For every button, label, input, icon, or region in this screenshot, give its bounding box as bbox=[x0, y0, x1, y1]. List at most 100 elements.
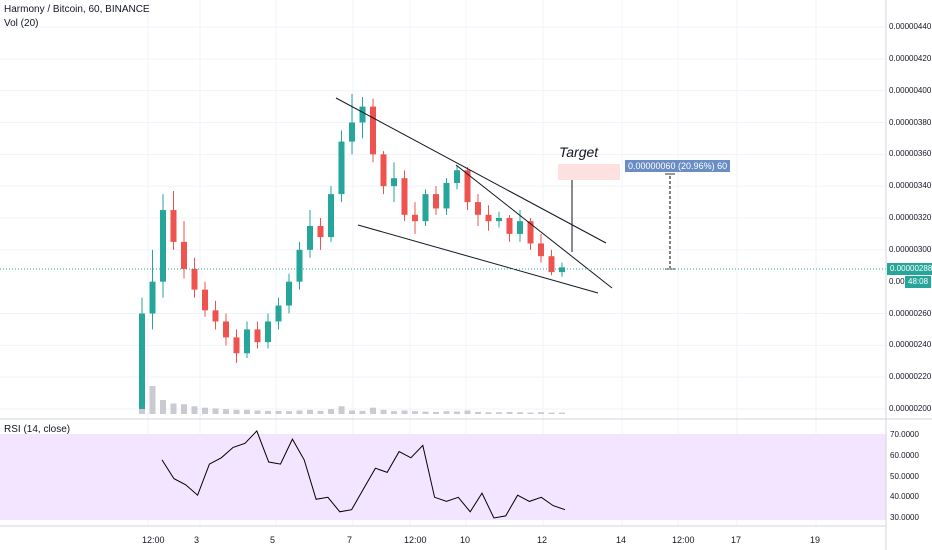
volume-bar-40 bbox=[559, 412, 565, 414]
volume-bar-16 bbox=[307, 409, 313, 414]
volume-bar-24 bbox=[391, 411, 397, 414]
time-tick-label: 12:00 bbox=[404, 535, 427, 545]
candle-body-25 bbox=[401, 178, 408, 215]
candle-body-35 bbox=[506, 218, 513, 234]
rsi-indicator-label: RSI (14, close) bbox=[4, 424, 71, 435]
volume-bar-33 bbox=[485, 412, 492, 414]
price-tick-label: 0.00000360 bbox=[889, 149, 932, 159]
upper-trendline[interactable] bbox=[335, 97, 607, 244]
price-tick-label: 0.00000340 bbox=[889, 181, 932, 191]
time-tick-label: 17 bbox=[731, 535, 742, 545]
volume-bar-2 bbox=[160, 400, 166, 414]
volume-bar-5 bbox=[191, 406, 198, 414]
time-tick-label: 10 bbox=[460, 535, 471, 545]
candle-body-0 bbox=[139, 313, 145, 409]
candle-body-19 bbox=[338, 141, 345, 195]
volume-bar-6 bbox=[202, 407, 208, 414]
volume-bar-25 bbox=[401, 410, 408, 414]
candle-body-28 bbox=[433, 194, 439, 209]
volume-bar-34 bbox=[496, 412, 502, 414]
candle-body-3 bbox=[170, 210, 177, 242]
time-tick-label: 7 bbox=[347, 535, 353, 545]
volume-bar-20 bbox=[349, 410, 355, 414]
candle-body-24 bbox=[391, 178, 397, 187]
volume-bar-22 bbox=[370, 407, 376, 414]
candle-body-14 bbox=[286, 281, 292, 306]
price-tick-label: 0.00000240 bbox=[889, 340, 932, 350]
candle-body-38 bbox=[538, 243, 544, 257]
candle-body-33 bbox=[485, 214, 492, 222]
candle-body-20 bbox=[349, 122, 355, 142]
volume-bars bbox=[139, 386, 565, 414]
candle-body-2 bbox=[160, 210, 166, 282]
candle-body-29 bbox=[443, 182, 450, 209]
candle-body-7 bbox=[212, 310, 219, 322]
candle-body-22 bbox=[370, 106, 376, 155]
volume-bar-18 bbox=[328, 409, 334, 414]
volume-bar-36 bbox=[517, 412, 523, 414]
candle-body-31 bbox=[464, 170, 471, 203]
target-box[interactable] bbox=[558, 164, 620, 180]
volume-bar-0 bbox=[139, 407, 145, 414]
volume-bar-39 bbox=[548, 412, 555, 414]
volume-bar-3 bbox=[170, 403, 177, 414]
rsi-tick-label: 50.0000 bbox=[890, 471, 919, 481]
volume-bar-19 bbox=[338, 406, 345, 414]
candle-body-4 bbox=[181, 241, 187, 269]
volume-bar-12 bbox=[265, 410, 271, 414]
rsi-tick-label: 30.0000 bbox=[890, 513, 919, 522]
candle-body-36 bbox=[517, 221, 523, 234]
rsi-band bbox=[0, 434, 886, 520]
price-tick-label: 0.00000380 bbox=[889, 117, 932, 127]
inner-trendline[interactable] bbox=[455, 164, 613, 289]
volume-bar-21 bbox=[359, 410, 366, 414]
candle-body-12 bbox=[265, 321, 271, 343]
price-tick-label: 0.00000420 bbox=[889, 53, 932, 63]
time-tick-label: 5 bbox=[270, 535, 276, 545]
candle-body-23 bbox=[380, 154, 387, 187]
price-tick-label: 0.00000400 bbox=[889, 85, 932, 95]
rsi-line bbox=[161, 429, 566, 519]
rsi-tick-label: 60.0000 bbox=[890, 450, 919, 460]
candle-body-6 bbox=[202, 289, 208, 311]
volume-bar-10 bbox=[244, 409, 250, 414]
time-tick-label: 19 bbox=[810, 535, 821, 545]
time-tick-label: 3 bbox=[194, 535, 200, 545]
candle-body-26 bbox=[412, 214, 418, 222]
volume-indicator-label: Vol (20) bbox=[4, 18, 39, 29]
candle-body-21 bbox=[359, 106, 366, 123]
volume-bar-32 bbox=[475, 411, 481, 414]
volume-bar-1 bbox=[149, 386, 156, 414]
volume-bar-4 bbox=[181, 404, 187, 414]
time-tick-label: 12:00 bbox=[672, 535, 695, 545]
candle-series bbox=[139, 93, 565, 409]
volume-bar-38 bbox=[538, 412, 544, 414]
volume-bar-23 bbox=[380, 409, 387, 414]
volume-bar-29 bbox=[443, 411, 450, 414]
price-tick-label: 0.00000220 bbox=[889, 372, 932, 382]
time-tick-label: 14 bbox=[616, 535, 627, 545]
candle-body-17 bbox=[317, 225, 324, 238]
measure-label: 0.00000060 (20.96%) 60 bbox=[625, 160, 731, 172]
volume-bar-35 bbox=[506, 411, 513, 414]
lower-trendline[interactable] bbox=[357, 224, 599, 294]
target-annotation[interactable]: Target bbox=[559, 144, 599, 160]
volume-bar-27 bbox=[422, 411, 429, 414]
candle-body-8 bbox=[223, 321, 229, 338]
candle-body-16 bbox=[307, 225, 313, 250]
price-tick-label: 0.00000260 bbox=[889, 308, 932, 318]
volume-bar-17 bbox=[317, 410, 324, 414]
candle-body-10 bbox=[244, 329, 250, 354]
price-tick-label: 0.00000440 bbox=[889, 22, 932, 31]
price-tick-label: 0.00000320 bbox=[889, 213, 932, 222]
candle-body-27 bbox=[422, 194, 429, 222]
candle-body-11 bbox=[254, 329, 261, 343]
symbol-title: Harmony / Bitcoin, 60, BINANCE bbox=[4, 4, 150, 15]
volume-bar-14 bbox=[286, 411, 292, 414]
volume-bar-9 bbox=[233, 409, 240, 414]
candle-body-15 bbox=[296, 249, 303, 282]
volume-bar-28 bbox=[433, 411, 439, 414]
candle-body-18 bbox=[328, 194, 334, 238]
candle-body-13 bbox=[275, 305, 282, 322]
